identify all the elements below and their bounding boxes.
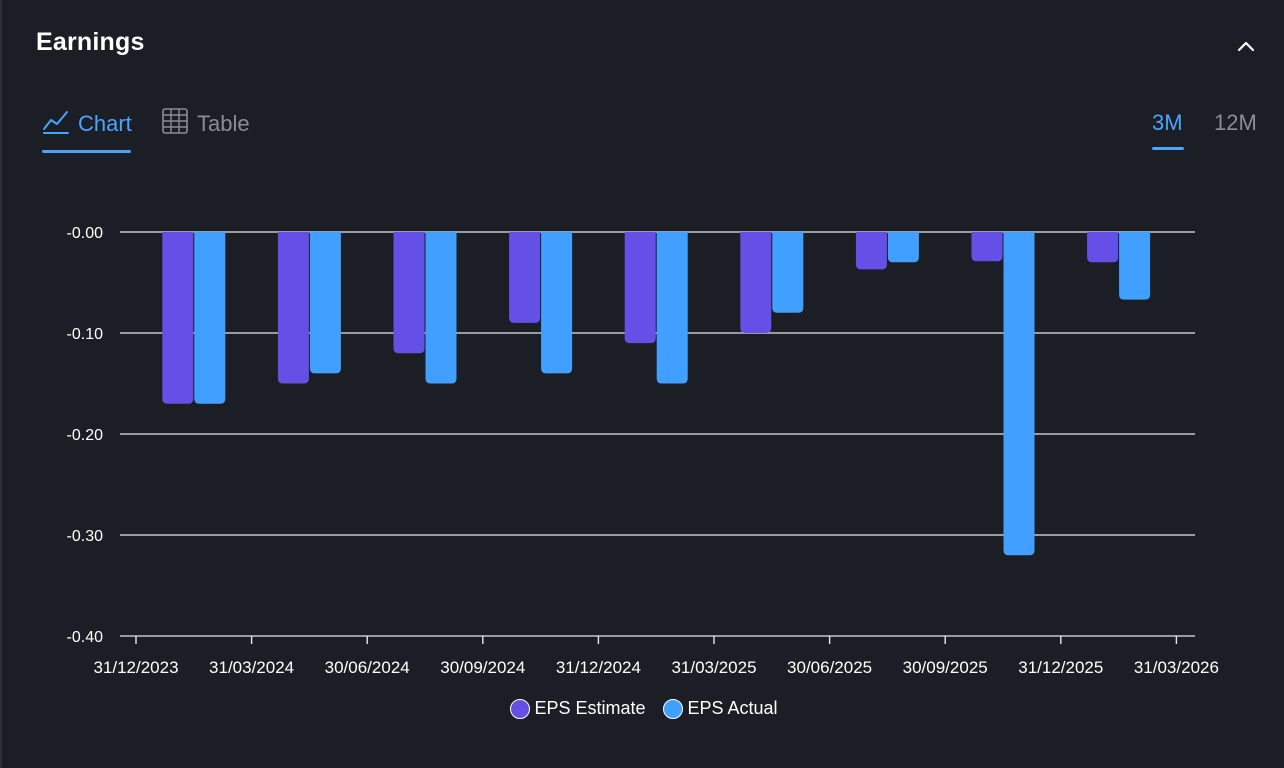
bar-eps-actual xyxy=(1119,232,1151,300)
period-3m-button[interactable]: 3M xyxy=(1152,110,1183,135)
bar-eps-actual xyxy=(772,232,804,313)
panel-title: Earnings xyxy=(36,28,145,56)
bar-eps-actual xyxy=(194,232,226,404)
chart-legend: EPS Estimate EPS Actual xyxy=(2,698,1284,719)
x-tick-label: 31/03/2024 xyxy=(209,658,294,677)
bar-eps-estimate xyxy=(1087,232,1119,263)
line-chart-icon xyxy=(42,107,70,141)
x-tick-label: 30/06/2025 xyxy=(787,658,872,677)
y-tick-label: -0.10 xyxy=(67,326,104,343)
x-tick-label: 31/12/2023 xyxy=(93,658,178,677)
bar-eps-estimate xyxy=(393,232,425,354)
period-12m-button[interactable]: 12M xyxy=(1214,110,1257,135)
legend-item-actual[interactable]: EPS Actual xyxy=(663,698,778,719)
bar-eps-estimate xyxy=(509,232,541,323)
bar-eps-actual xyxy=(425,232,457,384)
legend-label-estimate: EPS Estimate xyxy=(534,698,646,718)
x-tick-label: 30/09/2025 xyxy=(903,658,988,677)
tab-chart[interactable]: Chart xyxy=(42,104,132,144)
table-grid-icon xyxy=(161,107,189,141)
y-tick-label: -0.30 xyxy=(67,528,104,545)
bar-eps-actual xyxy=(887,232,919,263)
bar-eps-estimate xyxy=(971,232,1003,262)
x-tick-label: 31/03/2026 xyxy=(1134,658,1219,677)
chevron-up-icon xyxy=(1237,41,1255,52)
bar-eps-estimate xyxy=(624,232,656,344)
legend-swatch-actual xyxy=(663,698,684,719)
legend-item-estimate[interactable]: EPS Estimate xyxy=(510,698,645,719)
bar-eps-estimate xyxy=(855,232,887,270)
bar-eps-actual xyxy=(541,232,573,374)
x-tick-label: 31/12/2025 xyxy=(1018,658,1103,677)
tab-active-indicator xyxy=(42,150,131,153)
tab-chart-label: Chart xyxy=(78,111,132,136)
y-tick-label: -0.40 xyxy=(67,629,104,646)
x-tick-label: 31/03/2025 xyxy=(671,658,756,677)
legend-label-actual: EPS Actual xyxy=(687,698,778,718)
bar-eps-actual xyxy=(309,232,341,374)
bar-eps-actual xyxy=(656,232,688,384)
bar-eps-estimate xyxy=(740,232,772,333)
tab-table-label: Table xyxy=(197,111,250,136)
tab-table[interactable]: Table xyxy=(161,104,250,144)
x-tick-label: 30/06/2024 xyxy=(325,658,410,677)
bar-eps-estimate xyxy=(277,232,309,384)
collapse-button[interactable] xyxy=(1232,32,1260,60)
y-tick-label: -0.00 xyxy=(67,225,104,242)
x-tick-label: 30/09/2024 xyxy=(440,658,525,677)
bar-eps-actual xyxy=(1003,232,1035,556)
bar-eps-estimate xyxy=(162,232,194,404)
legend-swatch-estimate xyxy=(510,698,531,719)
x-tick-label: 31/12/2024 xyxy=(556,658,641,677)
period-active-indicator xyxy=(1152,147,1184,150)
y-tick-label: -0.20 xyxy=(67,427,104,444)
